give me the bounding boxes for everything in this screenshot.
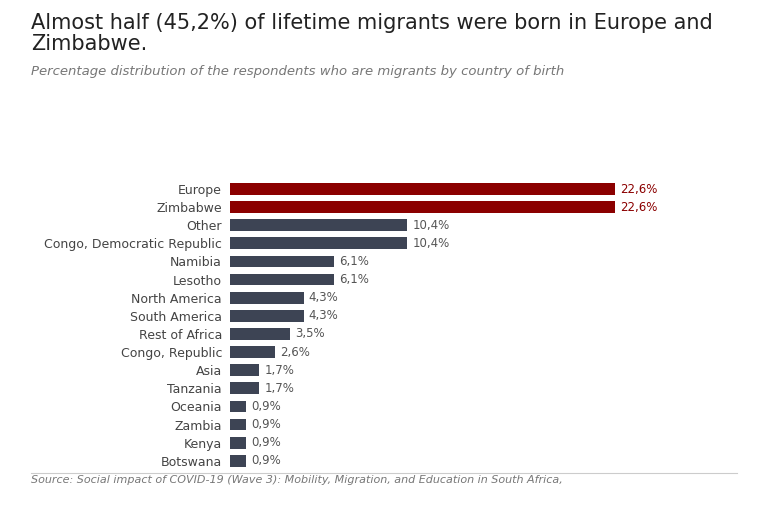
Bar	[230, 310, 303, 322]
Text: 22,6%: 22,6%	[620, 201, 657, 214]
Text: 10,4%: 10,4%	[412, 219, 449, 232]
Text: 3,5%: 3,5%	[295, 328, 325, 341]
Text: 1,7%: 1,7%	[264, 382, 294, 395]
Text: 2,6%: 2,6%	[280, 345, 310, 358]
Bar	[230, 436, 246, 449]
Text: 0,9%: 0,9%	[251, 400, 280, 413]
Text: 4,3%: 4,3%	[309, 291, 339, 304]
Bar	[230, 346, 275, 358]
Bar	[230, 364, 260, 376]
Text: 6,1%: 6,1%	[339, 255, 369, 268]
Text: 10,4%: 10,4%	[412, 237, 449, 250]
Bar	[230, 292, 303, 303]
Text: 0,9%: 0,9%	[251, 418, 280, 431]
Bar	[230, 256, 334, 267]
Text: 0,9%: 0,9%	[251, 436, 280, 449]
Bar	[230, 201, 614, 213]
Bar	[230, 400, 246, 412]
Text: Percentage distribution of the respondents who are migrants by country of birth: Percentage distribution of the responden…	[31, 66, 564, 79]
Bar	[230, 183, 614, 195]
Bar	[230, 455, 246, 466]
Text: 1,7%: 1,7%	[264, 364, 294, 377]
Text: Zimbabwe.: Zimbabwe.	[31, 34, 147, 54]
Text: 22,6%: 22,6%	[620, 182, 657, 195]
Bar	[230, 237, 407, 249]
Text: 0,9%: 0,9%	[251, 454, 280, 467]
Text: Almost half (45,2%) of lifetime migrants were born in Europe and: Almost half (45,2%) of lifetime migrants…	[31, 13, 713, 33]
Bar	[230, 328, 290, 340]
Bar	[230, 419, 246, 430]
Bar	[230, 220, 407, 231]
Bar	[230, 274, 334, 286]
Text: Source: Social impact of COVID-19 (Wave 3): Mobility, Migration, and Education i: Source: Social impact of COVID-19 (Wave …	[31, 475, 562, 485]
Bar	[230, 383, 260, 394]
Text: 4,3%: 4,3%	[309, 309, 339, 322]
Text: 6,1%: 6,1%	[339, 273, 369, 286]
